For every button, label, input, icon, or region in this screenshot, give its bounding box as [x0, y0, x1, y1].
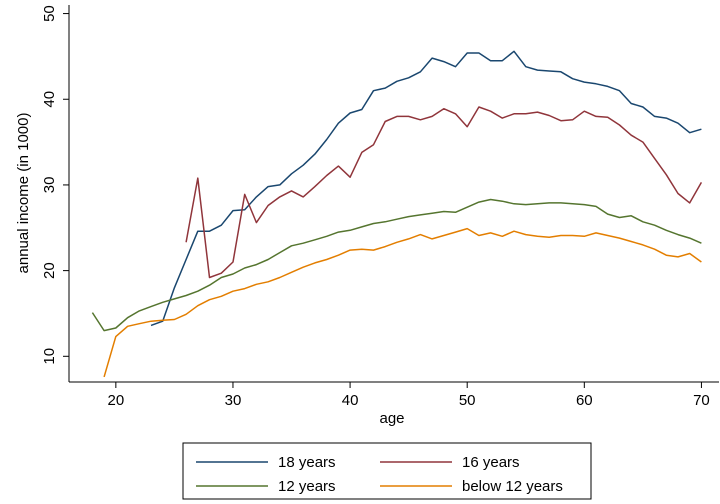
- y-tick-label: 20: [41, 262, 58, 279]
- x-axis-title: age: [379, 410, 404, 427]
- x-tick-label: 70: [693, 392, 710, 409]
- x-tick-label: 60: [576, 392, 593, 409]
- y-tick-label: 50: [41, 5, 58, 22]
- axes: 20 30 40 50 60 70 10 20 30 40 50: [41, 5, 719, 409]
- legend: 18 years 16 years 12 years below 12 years: [182, 442, 592, 500]
- y-axis-title: annual income (in 1000): [15, 113, 32, 274]
- legend-label: 18 years: [278, 454, 336, 471]
- series-line-12-years: [91, 198, 702, 332]
- x-tick-label: 50: [459, 392, 476, 409]
- y-tick-label: 40: [41, 91, 58, 108]
- x-tick-label: 20: [108, 392, 125, 409]
- series-layer: [91, 50, 703, 378]
- series-line-below-12-years: [103, 227, 702, 378]
- legend-box: [182, 442, 592, 500]
- series-line-18-years: [150, 50, 702, 327]
- legend-label: below 12 years: [462, 478, 563, 495]
- y-tick-label: 10: [41, 348, 58, 365]
- x-tick-label: 40: [342, 392, 359, 409]
- y-tick-label: 30: [41, 177, 58, 194]
- series-line-16-years: [185, 106, 703, 279]
- legend-label: 16 years: [462, 454, 520, 471]
- legend-label: 12 years: [278, 478, 336, 495]
- x-tick-label: 30: [225, 392, 242, 409]
